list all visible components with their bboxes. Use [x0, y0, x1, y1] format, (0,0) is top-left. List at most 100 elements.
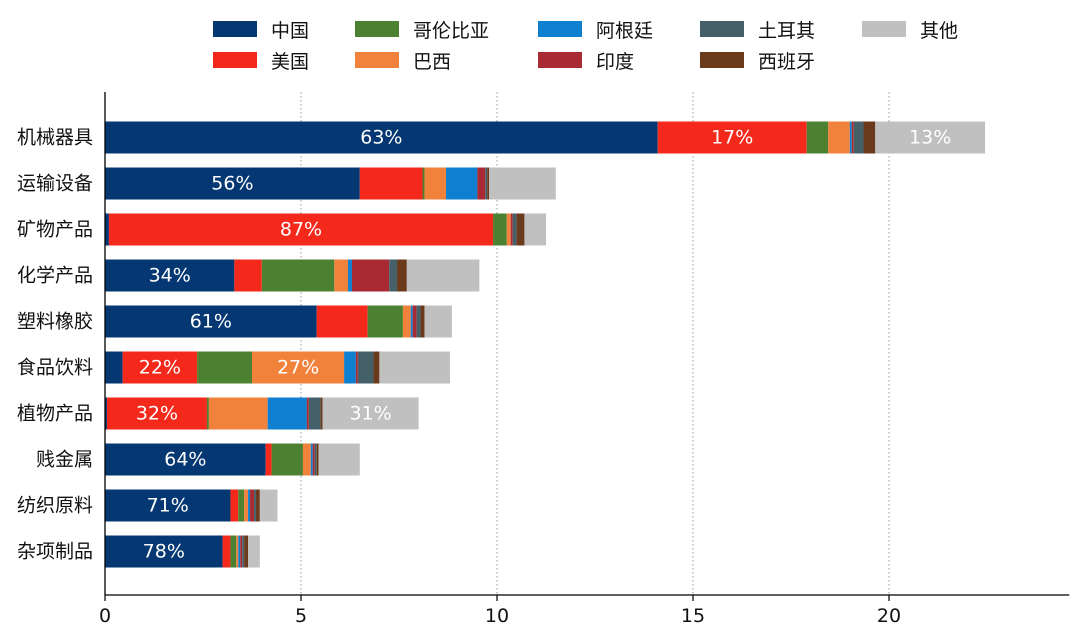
bar-segment [105, 351, 123, 384]
bar-segment [477, 167, 486, 200]
legend-swatch [700, 21, 744, 37]
bar-segment [489, 167, 556, 200]
bar-segment [105, 535, 223, 568]
bar-segment [348, 259, 352, 292]
legend-item: 印度 [538, 48, 634, 73]
bar-value-label: 56% [211, 173, 253, 195]
category-label: 机械器具 [17, 127, 93, 149]
legend-label: 西班牙 [758, 50, 816, 73]
bar-segment [105, 213, 109, 246]
legend-item: 巴西 [355, 48, 451, 73]
bar-segment [106, 397, 207, 430]
legend-item: 中国 [213, 17, 309, 42]
legend-swatch [700, 52, 744, 68]
bar-segment [367, 305, 403, 338]
category-label: 纺织原料 [17, 495, 93, 517]
bar-segment [355, 351, 358, 384]
bar-segment [105, 397, 107, 430]
bar-segment [208, 397, 268, 430]
bar-value-label: 34% [149, 265, 191, 287]
bar-segment [510, 213, 513, 246]
bar-segment [357, 351, 374, 384]
bar-value-label: 27% [277, 357, 319, 379]
legend-swatch [213, 52, 257, 68]
legend-item: 哥伦比亚 [355, 17, 490, 42]
bar-segment [320, 397, 323, 430]
bar-segment [318, 443, 360, 476]
bar-segment [875, 121, 986, 154]
x-tick-label: 20 [877, 605, 901, 627]
bar-segment [238, 535, 241, 568]
category-label: 塑料橡胶 [17, 311, 93, 333]
legend-swatch [213, 21, 257, 37]
bar-segment [230, 535, 237, 568]
legend-swatch [355, 21, 399, 37]
bar-segment [512, 213, 517, 246]
bar-value-label: 71% [147, 495, 189, 517]
bar-value-label: 61% [190, 311, 232, 333]
legend-item: 西班牙 [700, 48, 816, 73]
bar-segment [485, 167, 488, 200]
bar-segment [265, 443, 272, 476]
bar-value-label: 87% [280, 219, 322, 241]
bar-segment [255, 489, 260, 522]
bar-segment [244, 535, 249, 568]
bar-segment [310, 443, 313, 476]
bar-segment [322, 397, 419, 430]
legend-label: 阿根廷 [596, 19, 654, 42]
category-label: 贱金属 [36, 449, 93, 471]
bar-segment [416, 305, 421, 338]
legend-swatch [355, 52, 399, 68]
bar-segment [334, 259, 349, 292]
x-tick-label: 5 [295, 605, 307, 627]
bar-segment [402, 305, 411, 338]
bar-segment [253, 489, 256, 522]
bar-value-label: 32% [136, 403, 178, 425]
category-label: 植物产品 [17, 403, 93, 425]
category-label: 杂项制品 [17, 541, 93, 563]
bar-segment [351, 259, 390, 292]
bar-segment [312, 443, 315, 476]
bar-segment [344, 351, 356, 384]
bar-segment [446, 167, 478, 200]
bar-segment [420, 305, 425, 338]
bar-segment [222, 535, 231, 568]
x-tick-label: 0 [99, 605, 111, 627]
bar-segment [236, 535, 239, 568]
bar-segment [849, 121, 852, 154]
bar-segment [828, 121, 850, 154]
bar-segment [493, 213, 507, 246]
x-tick-label: 10 [485, 605, 509, 627]
bar-value-label: 22% [139, 357, 181, 379]
bar-segment [389, 259, 398, 292]
legend-label: 哥伦比亚 [413, 19, 490, 42]
bar-segment [242, 535, 245, 568]
category-label: 化学产品 [17, 265, 93, 287]
bar-segment [306, 397, 309, 430]
bar-segment [248, 535, 260, 568]
legend-item: 其他 [862, 17, 958, 42]
bar-segment [271, 443, 303, 476]
bar-value-label: 78% [143, 541, 185, 563]
bar-segment [206, 397, 209, 430]
bar-segment [240, 535, 243, 568]
x-tick-label: 15 [681, 605, 705, 627]
category-label: 运输设备 [17, 173, 93, 195]
legend-label: 土耳其 [758, 19, 816, 42]
bar-segment [261, 259, 335, 292]
bar-segment [373, 351, 380, 384]
bar-value-label: 63% [360, 127, 402, 149]
bar-value-label: 17% [711, 127, 753, 149]
bar-segment [197, 351, 252, 384]
bar-segment [410, 305, 413, 338]
bar-segment [105, 305, 317, 338]
bar-segment [105, 259, 235, 292]
bar-segment [424, 305, 452, 338]
category-label: 矿物产品 [17, 219, 93, 241]
bar-segment [308, 397, 321, 430]
legend-item: 阿根廷 [538, 17, 654, 42]
bar-segment [314, 443, 317, 476]
legend-swatch [538, 21, 582, 37]
bar-segment [244, 489, 249, 522]
